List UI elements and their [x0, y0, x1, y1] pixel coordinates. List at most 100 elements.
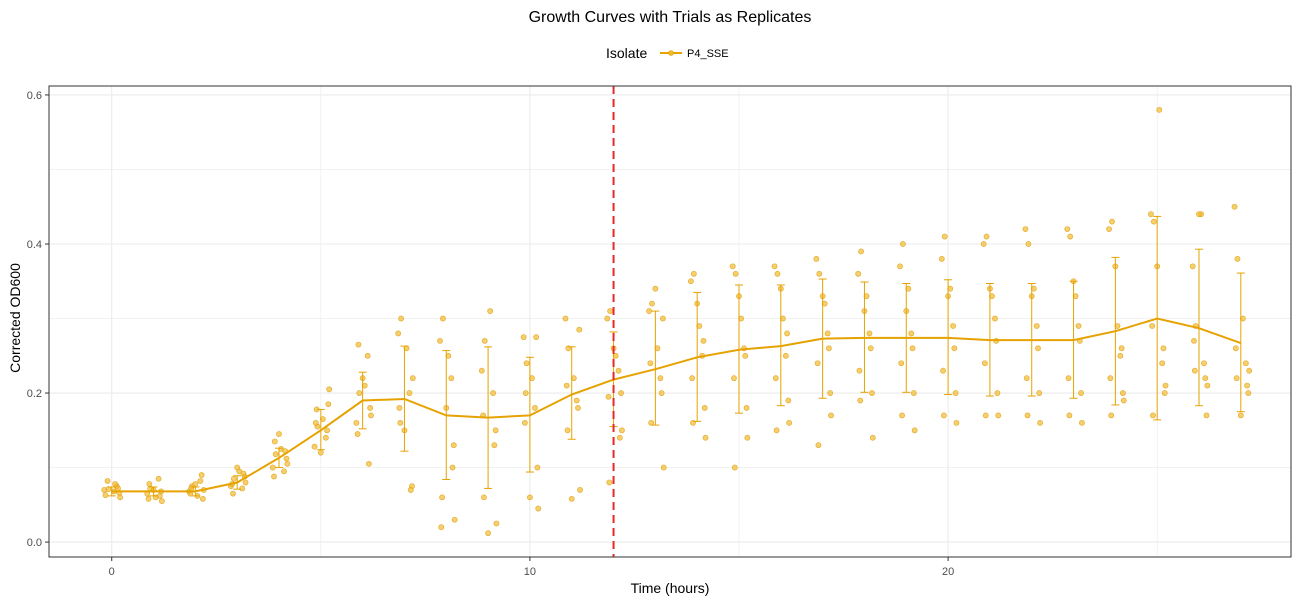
data-point	[615, 367, 622, 374]
data-point	[102, 492, 109, 499]
data-point	[199, 495, 206, 502]
data-point	[771, 263, 778, 270]
data-point	[481, 337, 488, 344]
data-point	[980, 241, 987, 247]
data-point	[989, 293, 995, 300]
data-point	[521, 419, 528, 426]
data-point	[568, 495, 575, 502]
data-point	[239, 485, 246, 492]
data-point	[563, 382, 570, 389]
x-tick-label: 20	[942, 566, 954, 578]
data-point	[994, 390, 1001, 396]
x-axis-ticks: 0 10 20	[109, 557, 954, 578]
data-point	[492, 427, 499, 434]
data-point	[573, 397, 580, 404]
y-tick-label: 0.0	[27, 537, 42, 549]
data-point	[731, 464, 738, 471]
data-point	[192, 481, 199, 487]
data-point	[117, 494, 123, 501]
data-point	[354, 431, 361, 437]
data-point	[1036, 390, 1043, 396]
data-point	[700, 337, 707, 344]
data-point	[1064, 226, 1071, 232]
data-point	[368, 412, 374, 419]
data-point	[786, 419, 793, 426]
data-point	[1114, 323, 1121, 329]
data-point	[1242, 360, 1249, 367]
series-line-p4-sse	[111, 317, 1242, 493]
y-tick-label: 0.2	[27, 388, 42, 400]
data-point	[743, 405, 750, 411]
data-point	[1065, 375, 1072, 382]
data-point	[1161, 390, 1168, 396]
data-point	[1107, 375, 1114, 382]
data-point	[1244, 382, 1250, 389]
data-point	[938, 255, 945, 262]
data-point	[575, 405, 581, 411]
legend-key-point	[668, 50, 674, 56]
gridlines	[49, 86, 1291, 557]
data-point	[898, 360, 905, 367]
data-point	[1160, 345, 1167, 352]
data-point	[325, 401, 332, 408]
data-point	[407, 487, 414, 493]
data-point	[1245, 390, 1252, 396]
data-point	[198, 472, 205, 478]
data-point	[900, 241, 906, 247]
data-point	[950, 323, 957, 329]
data-point	[652, 285, 659, 292]
data-point	[869, 434, 876, 441]
data-point	[437, 337, 443, 344]
data-point	[101, 487, 108, 493]
data-point	[828, 412, 834, 419]
data-point	[1037, 419, 1043, 426]
data-point	[732, 270, 739, 277]
data-point	[773, 427, 780, 434]
data-point	[487, 308, 494, 314]
chart-title: Growth Curves with Trials as Replicates	[529, 9, 812, 26]
data-point	[941, 233, 948, 240]
data-point	[156, 492, 163, 499]
data-point	[1162, 382, 1169, 389]
data-point	[1030, 285, 1037, 292]
data-point	[1023, 375, 1030, 382]
data-point	[1201, 360, 1207, 367]
data-point	[406, 390, 413, 396]
data-point	[1231, 203, 1238, 210]
data-point	[1033, 323, 1040, 329]
data-point	[535, 505, 542, 512]
data-point	[493, 520, 500, 527]
data-point	[855, 270, 862, 277]
data-point	[982, 412, 989, 419]
data-point	[647, 360, 654, 367]
data-point	[449, 464, 456, 471]
data-point	[438, 524, 445, 531]
data-point	[1035, 345, 1041, 352]
data-point	[1202, 375, 1209, 382]
data-point	[451, 516, 458, 523]
data-point	[491, 442, 498, 449]
data-point	[577, 487, 583, 493]
data-point	[1233, 375, 1240, 382]
data-point	[324, 427, 330, 434]
data-point	[1066, 412, 1073, 419]
data-point	[731, 375, 737, 382]
data-point	[616, 434, 623, 441]
data-point	[155, 475, 162, 482]
data-point	[657, 375, 664, 382]
data-point	[485, 530, 491, 537]
data-point	[478, 367, 485, 374]
data-point	[490, 390, 497, 396]
y-axis-title: Corrected OD600	[7, 263, 23, 373]
data-point	[395, 330, 402, 337]
data-point	[1240, 315, 1246, 322]
data-point	[646, 308, 652, 314]
data-point	[283, 455, 290, 462]
data-point	[532, 405, 538, 411]
data-point	[702, 434, 709, 441]
data-point	[897, 263, 903, 270]
data-point	[785, 397, 792, 404]
data-point	[576, 326, 583, 333]
data-point	[744, 434, 751, 441]
